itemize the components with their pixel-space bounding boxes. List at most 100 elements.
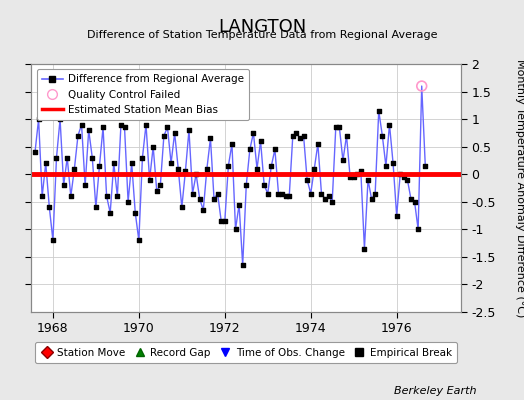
Point	[92, 204, 100, 210]
Point	[392, 212, 401, 219]
Point	[303, 176, 311, 183]
Point	[285, 193, 293, 200]
Point	[228, 141, 236, 147]
Point	[178, 204, 186, 210]
Point	[152, 188, 161, 194]
Point	[299, 132, 308, 139]
Point	[102, 193, 111, 200]
Point	[389, 160, 397, 166]
Point	[156, 182, 165, 188]
Point	[160, 132, 168, 139]
Point	[203, 166, 211, 172]
Point	[188, 190, 196, 197]
Point	[346, 174, 354, 180]
Point	[192, 171, 200, 178]
Point	[131, 210, 139, 216]
Point	[210, 196, 218, 202]
Point	[213, 190, 222, 197]
Point	[310, 166, 319, 172]
Point	[249, 130, 258, 136]
Text: LANGTON: LANGTON	[218, 18, 306, 36]
Point	[121, 124, 129, 130]
Point	[400, 174, 408, 180]
Point	[328, 198, 336, 205]
Point	[31, 149, 39, 155]
Point	[199, 207, 208, 213]
Point	[235, 201, 243, 208]
Point	[127, 160, 136, 166]
Point	[35, 116, 43, 122]
Point	[421, 163, 430, 169]
Point	[117, 122, 125, 128]
Point	[289, 132, 297, 139]
Point	[364, 176, 372, 183]
Point	[321, 196, 329, 202]
Legend: Station Move, Record Gap, Time of Obs. Change, Empirical Break: Station Move, Record Gap, Time of Obs. C…	[35, 342, 457, 363]
Point	[267, 163, 276, 169]
Point	[41, 160, 50, 166]
Point	[418, 83, 426, 89]
Point	[145, 176, 154, 183]
Point	[317, 190, 325, 197]
Point	[113, 193, 122, 200]
Point	[59, 182, 68, 188]
Point	[174, 166, 182, 172]
Text: Difference of Station Temperature Data from Regional Average: Difference of Station Temperature Data f…	[87, 30, 437, 40]
Point	[231, 226, 239, 232]
Point	[221, 218, 229, 224]
Point	[81, 182, 89, 188]
Point	[56, 116, 64, 122]
Point	[224, 163, 233, 169]
Point	[271, 146, 279, 153]
Point	[253, 166, 261, 172]
Point	[70, 166, 79, 172]
Point	[350, 174, 358, 180]
Point	[170, 130, 179, 136]
Point	[378, 132, 387, 139]
Point	[296, 135, 304, 142]
Point	[339, 157, 347, 164]
Point	[78, 122, 86, 128]
Point	[371, 190, 379, 197]
Legend: Difference from Regional Average, Quality Control Failed, Estimated Station Mean: Difference from Regional Average, Qualit…	[37, 69, 249, 120]
Point	[278, 190, 286, 197]
Point	[195, 196, 204, 202]
Point	[396, 171, 405, 178]
Point	[99, 124, 107, 130]
Point	[292, 130, 301, 136]
Point	[264, 190, 272, 197]
Point	[375, 108, 383, 114]
Point	[353, 171, 362, 178]
Point	[49, 237, 57, 244]
Point	[84, 127, 93, 133]
Point	[124, 198, 132, 205]
Point	[314, 141, 322, 147]
Point	[274, 190, 282, 197]
Text: Berkeley Earth: Berkeley Earth	[395, 386, 477, 396]
Point	[332, 124, 340, 130]
Point	[410, 198, 419, 205]
Point	[45, 204, 53, 210]
Point	[67, 193, 75, 200]
Point	[385, 122, 394, 128]
Point	[52, 154, 61, 161]
Point	[324, 193, 333, 200]
Point	[335, 124, 344, 130]
Point	[342, 132, 351, 139]
Point	[38, 193, 46, 200]
Y-axis label: Monthly Temperature Anomaly Difference (°C): Monthly Temperature Anomaly Difference (…	[516, 59, 524, 317]
Point	[242, 182, 250, 188]
Point	[88, 154, 96, 161]
Point	[63, 154, 71, 161]
Point	[149, 144, 157, 150]
Point	[138, 154, 147, 161]
Point	[206, 135, 215, 142]
Point	[142, 122, 150, 128]
Point	[185, 127, 193, 133]
Point	[256, 138, 265, 144]
Point	[414, 226, 422, 232]
Point	[181, 168, 190, 175]
Point	[407, 196, 415, 202]
Point	[357, 168, 365, 175]
Point	[217, 218, 225, 224]
